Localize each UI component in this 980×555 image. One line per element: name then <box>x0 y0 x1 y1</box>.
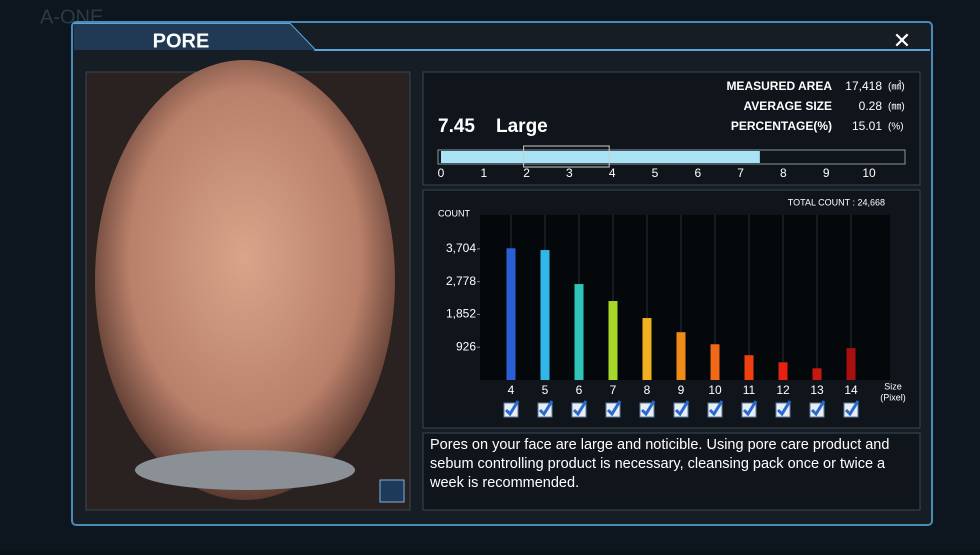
metric-value: 0.28 <box>859 99 883 113</box>
x-tick-label: 5 <box>542 383 549 397</box>
checkmark[interactable] <box>776 400 792 417</box>
metric-unit: (%) <box>888 122 904 133</box>
x-tick-label: 6 <box>576 383 583 397</box>
dialog-title: PORE <box>153 30 210 52</box>
metric-label: MEASURED AREA <box>726 79 832 93</box>
info-panel <box>422 71 921 186</box>
x-tick-label: 10 <box>708 383 722 397</box>
checkmark[interactable] <box>844 400 860 417</box>
x-tick-label: 8 <box>644 383 651 397</box>
bar <box>744 355 754 380</box>
checkmark[interactable] <box>504 400 520 417</box>
scale-tick-label: 5 <box>652 166 659 180</box>
checkmark[interactable] <box>572 400 588 417</box>
metric-value: 15.01 <box>852 119 882 133</box>
bar <box>676 332 686 380</box>
close-button[interactable]: ✕ <box>893 28 911 53</box>
x-axis-label: (Pixel) <box>880 392 906 402</box>
bar <box>574 284 584 380</box>
checkmark[interactable] <box>708 400 724 417</box>
score: 7.45 <box>438 116 475 137</box>
x-axis-label: Size <box>884 381 902 391</box>
metric-unit: (㎜) <box>888 102 905 113</box>
scale-tick-label: 6 <box>694 166 701 180</box>
scale-tick-label: 4 <box>609 166 616 180</box>
scale-tick-label: 9 <box>823 166 830 180</box>
y-tick-label: 2,778 <box>446 274 476 288</box>
description: Pores on your face are large and noticib… <box>430 437 890 491</box>
x-tick-label: 13 <box>810 383 824 397</box>
scale-tick-label: 3 <box>566 166 573 180</box>
bar <box>846 348 856 380</box>
scale-range <box>523 145 610 168</box>
bar <box>710 344 720 380</box>
scale-tick-label: 8 <box>780 166 787 180</box>
scale-tick-label: 2 <box>523 166 530 180</box>
bar <box>778 362 788 380</box>
x-tick-label: 11 <box>743 383 756 397</box>
title-tab-fill <box>74 24 315 50</box>
metric-label: AVERAGE SIZE <box>744 99 832 113</box>
checkmark[interactable] <box>742 400 758 417</box>
total-count: TOTAL COUNT : 24,668 <box>788 197 885 207</box>
face <box>95 60 395 500</box>
scale-tick-label: 1 <box>480 166 487 180</box>
y-tick-label: 926 <box>456 339 476 353</box>
metric-label: PERCENTAGE(%) <box>731 119 832 133</box>
metric-value: 17,418 <box>845 79 882 93</box>
x-tick-label: 12 <box>776 383 790 397</box>
x-tick-label: 9 <box>678 383 685 397</box>
bar <box>608 301 618 380</box>
scale-tick-label: 7 <box>737 166 744 180</box>
x-tick-label: 4 <box>508 383 515 397</box>
scale-tick-label: 0 <box>438 166 445 180</box>
grade: Large <box>496 116 548 137</box>
scale-tick-label: 10 <box>862 166 876 180</box>
photo-button[interactable] <box>379 479 405 503</box>
scale-fill <box>441 151 760 163</box>
bar <box>540 250 550 380</box>
x-tick-label: 14 <box>844 383 858 397</box>
text-panel <box>422 432 921 511</box>
bar <box>642 318 652 380</box>
y-tick-label: 3,704 <box>446 241 476 255</box>
bar <box>812 368 822 380</box>
checkmark[interactable] <box>606 400 622 417</box>
x-tick-label: 7 <box>610 383 617 397</box>
checkmark[interactable] <box>640 400 656 417</box>
checkmark[interactable] <box>538 400 554 417</box>
checkmark[interactable] <box>674 400 690 417</box>
y-axis-label: COUNT <box>438 208 470 218</box>
chin-rest <box>135 450 355 490</box>
checkmark[interactable] <box>810 400 826 417</box>
metric-unit: (㎟) <box>888 81 905 93</box>
y-tick-label: 1,852 <box>446 307 476 321</box>
bar <box>506 248 516 380</box>
